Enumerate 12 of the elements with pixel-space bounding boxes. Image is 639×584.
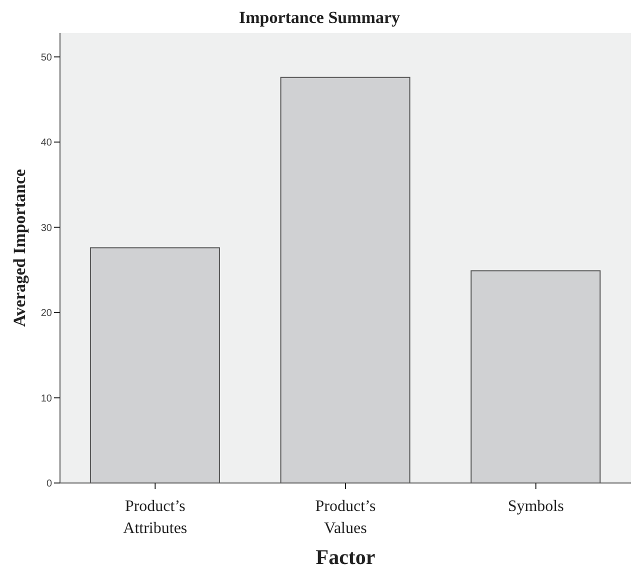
y-tick-label: 0 (46, 478, 52, 490)
x-axis-title: Factor (314, 545, 376, 570)
y-tick-label: 20 (40, 308, 52, 320)
x-tick-label: Symbols (508, 498, 564, 515)
x-tick-label: Product’s Values (315, 498, 376, 537)
x-tick-label: Product’s Attributes (123, 498, 188, 537)
y-axis-title: Averaged Importance (10, 169, 30, 327)
y-tick-label: 10 (40, 393, 52, 404)
y-tick-label: 30 (40, 222, 52, 234)
y-tick-label: 40 (40, 138, 52, 149)
chart-title: Importance Summary (238, 8, 401, 28)
y-tick-label: 50 (40, 52, 52, 64)
